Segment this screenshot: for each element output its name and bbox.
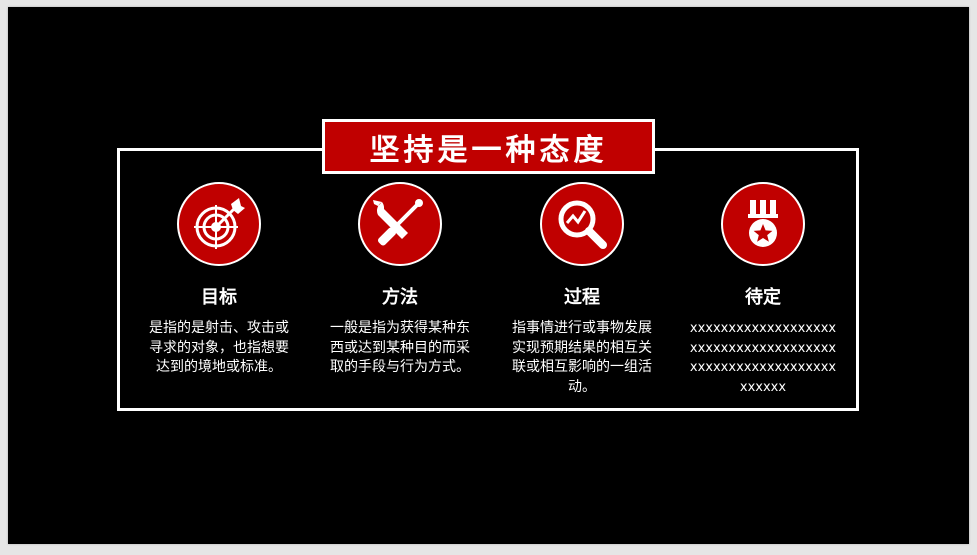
magnifier-chart-icon-circle [540, 182, 624, 266]
target-icon-circle [177, 182, 261, 266]
card-goal: 目标 是指的是射击、攻击或寻求的对象，也指想要达到的境地或标准。 [129, 182, 309, 412]
card-method: 方法 一般是指为获得某种东西或达到某种目的而采取的手段与行为方式。 [310, 182, 490, 412]
target-icon [194, 198, 245, 249]
magnifier-chart-icon [558, 200, 607, 249]
card-description: 指事情进行或事物发展实现预期结果的相互关联或相互影响的一组活动。 [512, 320, 652, 395]
card-title: 待定 [745, 287, 781, 308]
card-pending: 待定 xxxxxxxxxxxxxxxxxxxxxxxxxxxxxxxxxxxxx… [673, 182, 853, 412]
card-title: 目标 [201, 287, 237, 308]
medal-icon [748, 200, 778, 247]
slide-title: 坚持是一种态度 [369, 132, 608, 168]
card-title: 过程 [564, 287, 600, 308]
tools-icon-circle [358, 182, 442, 266]
card-process: 过程 指事情进行或事物发展实现预期结果的相互关联或相互影响的一组活动。 [492, 182, 672, 412]
card-description: 是指的是射击、攻击或寻求的对象，也指想要达到的境地或标准。 [149, 320, 289, 375]
title-banner: 坚持是一种态度 [322, 119, 655, 174]
card-title: 方法 [382, 287, 418, 308]
slide [8, 7, 969, 544]
tools-icon [373, 199, 423, 246]
card-description: 一般是指为获得某种东西或达到某种目的而采取的手段与行为方式。 [330, 320, 470, 375]
card-description: xxxxxxxxxxxxxxxxxxxxxxxxxxxxxxxxxxxxxxxx… [689, 321, 837, 395]
medal-icon-circle [721, 182, 805, 266]
